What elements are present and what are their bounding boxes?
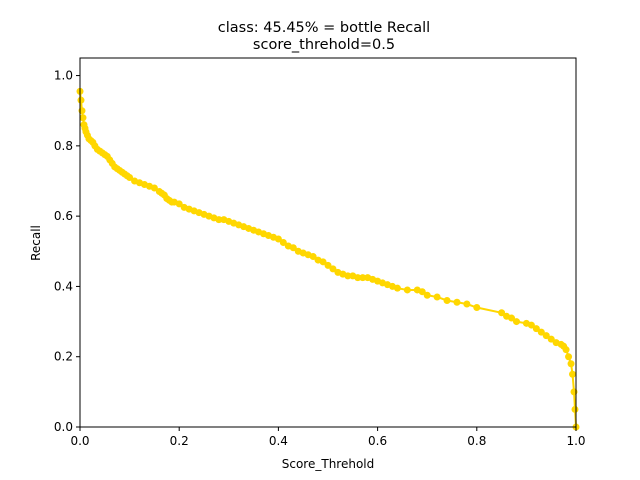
data-point xyxy=(508,314,516,322)
data-point xyxy=(542,332,550,340)
data-point xyxy=(498,309,506,317)
y-tick-label: 0.4 xyxy=(54,279,73,293)
x-axis-label: Score_Threhold xyxy=(282,457,375,471)
data-point xyxy=(443,296,451,304)
data-point xyxy=(175,200,183,208)
data-point xyxy=(319,258,327,266)
data-point xyxy=(453,298,461,306)
data-point xyxy=(567,360,575,368)
x-tick-label: 0.8 xyxy=(467,434,486,448)
data-point xyxy=(150,184,158,192)
chart-title: class: 45.45% = bottle Recall xyxy=(218,20,430,36)
data-point xyxy=(562,346,570,354)
recall-line xyxy=(79,91,577,428)
data-point xyxy=(393,284,401,292)
data-point xyxy=(527,321,535,329)
data-point xyxy=(274,235,282,243)
data-point xyxy=(359,274,367,282)
axes-frame xyxy=(79,57,577,428)
y-axis-label: Recall xyxy=(29,225,43,261)
data-point xyxy=(537,328,545,336)
data-point xyxy=(344,272,352,280)
data-point xyxy=(279,239,287,246)
data-point xyxy=(571,405,579,413)
x-tick-label: 0.2 xyxy=(170,434,189,448)
y-tick-label: 1.0 xyxy=(54,69,73,83)
x-tick-label: 1.0 xyxy=(566,434,585,448)
data-point xyxy=(126,173,134,181)
data-point xyxy=(289,244,297,252)
data-point xyxy=(329,265,337,273)
data-point xyxy=(418,288,426,296)
x-axis: 0.0 0.2 0.4 0.6 0.8 1.0 xyxy=(70,427,586,448)
data-point xyxy=(512,318,520,326)
data-point xyxy=(532,325,540,333)
data-point xyxy=(569,370,577,378)
data-point xyxy=(403,286,411,294)
y-tick-label: 0.6 xyxy=(54,209,73,223)
data-point xyxy=(79,114,87,122)
data-point xyxy=(423,291,431,299)
data-point xyxy=(433,293,441,301)
data-point xyxy=(473,304,481,312)
data-point xyxy=(324,261,332,269)
y-tick-label: 0.2 xyxy=(54,350,73,364)
data-point xyxy=(215,216,223,224)
data-point xyxy=(354,274,362,282)
data-point xyxy=(463,300,471,308)
chart-subtitle: score_threhold=0.5 xyxy=(253,37,395,53)
x-tick-label: 0.0 xyxy=(70,434,89,448)
plot-area xyxy=(76,87,580,431)
data-point xyxy=(565,353,573,361)
x-tick-label: 0.4 xyxy=(269,434,288,448)
data-point xyxy=(77,96,85,104)
y-axis: 0.0 0.2 0.4 0.6 0.8 1.0 xyxy=(54,69,80,434)
x-tick-label: 0.6 xyxy=(368,434,387,448)
data-point xyxy=(547,335,555,343)
data-point xyxy=(309,253,317,261)
y-tick-label: 0.8 xyxy=(54,139,73,153)
y-tick-label: 0.0 xyxy=(54,420,73,434)
